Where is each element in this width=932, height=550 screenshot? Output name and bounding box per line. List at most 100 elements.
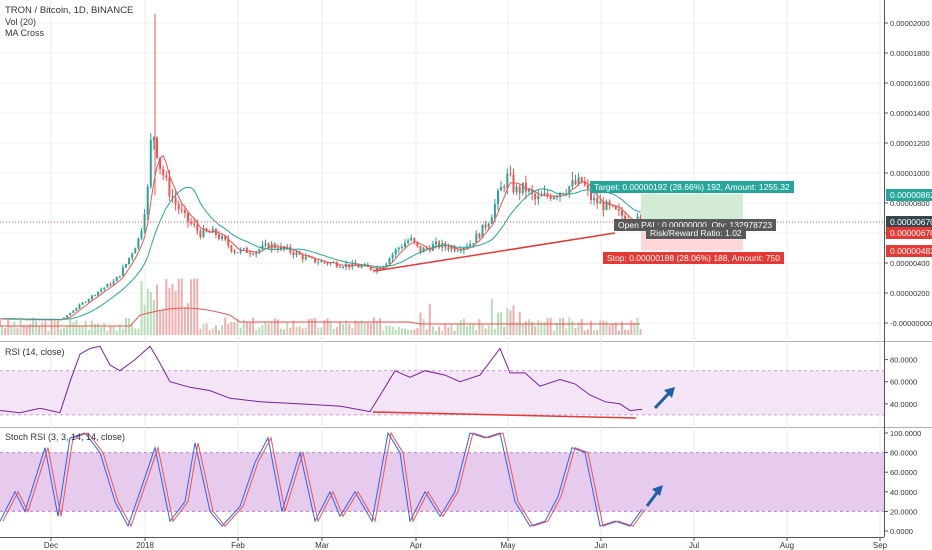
candle-body [236,252,239,254]
candle-body [447,247,450,250]
candle-body [456,250,459,252]
candle-body [152,137,155,141]
volume-bar [469,324,472,335]
study-ma-cross-label[interactable]: MA Cross [5,28,45,38]
candle-body [90,295,93,300]
candle-body [503,186,506,189]
volume-bar [199,328,202,335]
volume-bar [187,303,189,335]
volume-bar [224,317,227,335]
candle-body [81,302,84,305]
volume-bar [342,324,344,335]
candle-body [137,238,140,249]
rsi-panel-title[interactable]: RSI (14, close) [5,347,65,357]
volume-bar [599,320,602,335]
candle-body [487,223,490,228]
candle-body [552,196,555,200]
volume-bar [109,325,112,335]
candle-body [72,310,75,313]
volume-bar [332,329,335,335]
volume-bar [407,329,410,335]
target-label[interactable]: Target: 0.00000192 (28.66%) 192, Amount:… [590,181,794,193]
volume-bar [304,327,307,335]
volume-bar [571,320,574,335]
volume-bar [121,328,124,335]
stoch-tick-label: 40.0000 [890,488,917,497]
volume-bar [10,325,13,335]
price-panel[interactable] [0,14,884,335]
volume-bar [159,310,162,335]
volume-bar [214,325,217,335]
stoch-rsi-panel[interactable] [0,431,884,528]
study-vol-label[interactable]: Vol (20) [5,17,37,27]
candle-body [131,253,134,258]
stop-label[interactable]: Stop: 0.00000188 (28.06%) 188, Amount: 7… [603,252,784,264]
volume-bar [366,322,369,335]
volume-bar [435,330,437,335]
candle-body [404,243,406,247]
candle-body [289,246,292,253]
candle-body [540,195,543,197]
volume-bar [75,319,78,335]
candle-body [608,201,611,206]
candle-body [168,177,171,197]
price-badge-last-marker: 0.00000670 [886,227,932,239]
candle-body [109,284,112,286]
candle-body [391,254,394,259]
volume-bar [363,321,366,335]
candle-body [335,262,338,267]
candle-body [577,177,580,184]
volume-bar [608,325,611,335]
panels [0,0,932,538]
volume-bar [218,330,220,335]
volume-bar [202,324,205,335]
candle-body [596,197,599,204]
candle-body [472,243,475,245]
candle-body [534,193,537,200]
candle-body [94,295,96,297]
volume-bar [636,317,639,335]
candle-body [261,245,264,250]
stoch-tick-label: 20.0000 [890,507,917,516]
volume-bar [41,322,44,335]
candle-body [410,238,413,241]
rsi-tick-label: 80.0000 [890,356,917,365]
volume-bar [562,318,565,335]
volume-bar [335,327,338,335]
candle-body [230,245,233,251]
volume-bar [1,326,3,335]
candle-body [453,246,456,252]
volume-bar [565,328,568,335]
risk-reward-label[interactable]: Risk/Reward Ratio: 1.02 [646,227,746,239]
volume-bar [221,325,224,335]
stoch-d-line [2,431,646,528]
candle-body [394,249,397,255]
volume-bar [394,329,397,335]
volume-bar [605,320,608,335]
volume-bar [276,319,279,335]
volume-bar [590,320,592,335]
volume-bar [537,319,540,335]
volume-bar [35,320,38,335]
candle-body [125,264,127,268]
candle-body [149,140,152,187]
volume-bar [264,321,267,335]
volume-bar [621,321,623,335]
candle-body [66,315,69,318]
support-trendline [374,232,616,272]
volume-bar [583,330,586,335]
candle-body [211,228,214,233]
candle-body [75,308,78,311]
volume-bar [627,330,630,335]
volume-bar [559,318,561,335]
volume-bar [531,321,534,335]
time-tick-label: Jul [689,541,699,550]
volume-bar [484,328,487,335]
candle-body [624,215,627,221]
candle-body [484,224,487,228]
volume-bar [351,327,354,335]
rsi-panel[interactable] [0,345,884,419]
candle-body [416,242,419,246]
stoch-rsi-panel-title[interactable]: Stoch RSI (3, 3, 14, 14, close) [5,432,126,442]
